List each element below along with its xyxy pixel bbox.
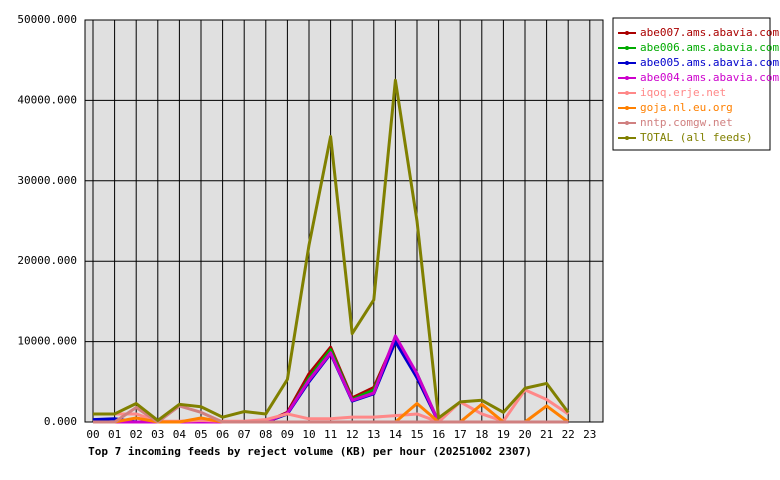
- legend-label: abe004.ams.abavia.com: [640, 71, 779, 84]
- legend-dot: [625, 46, 629, 50]
- legend-box: [612, 17, 771, 151]
- legend-label: iqoq.erje.net: [640, 86, 726, 99]
- y-tick-label: 30000.000: [17, 174, 77, 187]
- x-tick-label: 03: [151, 428, 164, 441]
- x-tick-label: 01: [108, 428, 121, 441]
- legend-dot: [625, 136, 629, 140]
- y-tick-label: 10000.000: [17, 335, 77, 348]
- x-tick-label: 13: [367, 428, 380, 441]
- x-tick-label: 18: [475, 428, 488, 441]
- legend-dot: [625, 76, 629, 80]
- x-tick-label: 15: [410, 428, 423, 441]
- y-tick-label: 50000.000: [17, 13, 77, 26]
- plot-area: [84, 19, 604, 423]
- y-tick-label: 20000.000: [17, 254, 77, 267]
- x-tick-label: 16: [432, 428, 445, 441]
- y-tick-label: 0.000: [44, 415, 77, 428]
- legend-label: nntp.comgw.net: [640, 116, 733, 129]
- x-tick-label: 17: [454, 428, 467, 441]
- legend-dot: [625, 106, 629, 110]
- legend-label: abe007.ams.abavia.com: [640, 26, 779, 39]
- x-tick-label: 20: [518, 428, 531, 441]
- series-line: [93, 78, 570, 422]
- x-tick-label: 05: [194, 428, 207, 441]
- x-tick-label: 06: [216, 428, 229, 441]
- legend-label: TOTAL (all feeds): [640, 131, 753, 144]
- legend-dot: [625, 121, 629, 125]
- legend-label: abe005.ams.abavia.com: [640, 56, 779, 69]
- legend-label: goja.nl.eu.org: [640, 101, 733, 114]
- legend-dot: [625, 31, 629, 35]
- x-tick-label: 00: [86, 428, 99, 441]
- x-tick-label: 22: [562, 428, 575, 441]
- x-tick-label: 09: [281, 428, 294, 441]
- x-tick-label: 12: [346, 428, 359, 441]
- y-tick-label: 40000.000: [17, 93, 77, 106]
- x-tick-label: 08: [259, 428, 272, 441]
- x-tick-label: 14: [389, 428, 403, 441]
- x-tick-label: 21: [540, 428, 553, 441]
- chart-title: Top 7 incoming feeds by reject volume (K…: [88, 445, 532, 458]
- legend-dot: [625, 61, 629, 65]
- x-tick-label: 10: [302, 428, 315, 441]
- x-tick-label: 23: [583, 428, 596, 441]
- x-tick-label: 19: [497, 428, 510, 441]
- x-tick-label: 04: [173, 428, 187, 441]
- legend-label: abe006.ams.abavia.com: [640, 41, 779, 54]
- x-tick-label: 07: [238, 428, 251, 441]
- x-tick-label: 02: [130, 428, 143, 441]
- x-tick-label: 11: [324, 428, 337, 441]
- legend-dot: [625, 91, 629, 95]
